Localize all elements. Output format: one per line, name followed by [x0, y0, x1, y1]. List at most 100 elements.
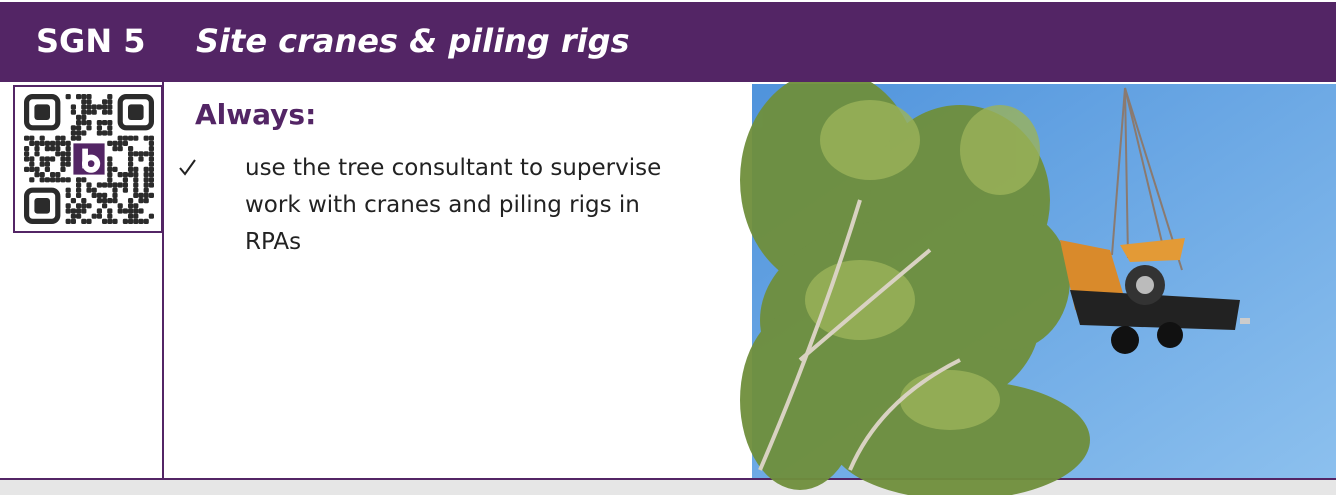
- qr-code: [24, 93, 154, 224]
- qr-module: [65, 187, 71, 193]
- photo: [740, 70, 1336, 495]
- qr-module: [133, 177, 139, 183]
- qr-module: [60, 166, 66, 172]
- qr-module: [148, 166, 154, 172]
- qr-module: [107, 161, 113, 167]
- qr-module: [24, 151, 30, 157]
- qr-module: [86, 120, 92, 126]
- qr-module: [29, 161, 35, 167]
- qr-module: [55, 140, 61, 146]
- qr-module: [70, 109, 76, 115]
- qr-module: [86, 94, 92, 100]
- qr-module: [112, 218, 118, 224]
- qr-module: [148, 192, 154, 198]
- qr-module: [50, 177, 56, 183]
- qr-module: [138, 192, 144, 198]
- qr-module: [60, 140, 66, 146]
- qr-module: [122, 187, 128, 193]
- qr-module: [128, 104, 144, 120]
- qr-module: [86, 187, 92, 193]
- qr-module: [133, 208, 139, 214]
- qr-module: [44, 177, 50, 183]
- qr-module: [24, 187, 61, 224]
- qr-module: [65, 156, 71, 162]
- qr-module: [34, 146, 40, 152]
- qr-module: [96, 182, 102, 188]
- qr-module: [107, 208, 113, 214]
- qr-module: [81, 130, 87, 136]
- qr-module: [107, 177, 113, 183]
- qr-module: [81, 109, 87, 115]
- qr-module: [65, 177, 71, 183]
- qr-module: [128, 218, 134, 224]
- qr-module: [107, 156, 113, 162]
- qr-module: [76, 182, 82, 188]
- qr-module: [91, 187, 97, 193]
- qr-module: [76, 135, 82, 141]
- qr-module: [39, 172, 45, 178]
- qr-module: [102, 198, 108, 204]
- qr-module: [81, 99, 87, 105]
- qr-module: [102, 109, 108, 115]
- qr-module: [24, 93, 61, 131]
- qr-module: [76, 130, 82, 136]
- qr-module: [143, 198, 149, 204]
- qr-module: [138, 218, 144, 224]
- qr-module: [86, 218, 92, 224]
- qr-module: [50, 156, 56, 162]
- qr-module: [91, 109, 97, 115]
- qr-module: [70, 135, 76, 141]
- qr-module: [81, 104, 87, 110]
- qr-module: [128, 166, 134, 172]
- qr-module: [148, 177, 154, 183]
- qr-module: [138, 198, 144, 204]
- qr-module: [76, 187, 82, 193]
- qr-module: [60, 135, 66, 141]
- qr-module: [96, 208, 102, 214]
- qr-module: [122, 208, 128, 214]
- qr-module: [133, 151, 139, 157]
- qr-module: [39, 177, 45, 183]
- qr-module: [143, 177, 149, 183]
- qr-module: [29, 166, 35, 172]
- qr-module: [60, 151, 66, 157]
- qr-module: [133, 172, 139, 178]
- qr-module: [29, 140, 35, 146]
- qr-module: [86, 104, 92, 110]
- qr-module: [86, 99, 92, 105]
- qr-module: [91, 213, 97, 219]
- qr-module: [148, 161, 154, 167]
- qr-module: [102, 182, 108, 188]
- qr-module: [96, 192, 102, 198]
- header-bar: SGN 5 Site cranes & piling rigs: [0, 2, 1336, 82]
- qr-module: [76, 208, 82, 214]
- qr-module: [34, 172, 40, 178]
- qr-module: [112, 187, 118, 193]
- qr-module: [76, 177, 82, 183]
- qr-module: [86, 203, 92, 209]
- qr-module: [143, 135, 149, 141]
- qr-module: [96, 198, 102, 204]
- qr-module: [55, 172, 61, 178]
- qr-module: [55, 151, 61, 157]
- qr-module: [29, 177, 35, 183]
- qr-module: [76, 213, 82, 219]
- qr-module: [81, 177, 87, 183]
- qr-module: [107, 109, 113, 115]
- qr-module: [81, 218, 87, 224]
- qr-module: [107, 125, 113, 131]
- qr-module: [65, 203, 71, 209]
- qr-module: [148, 156, 154, 162]
- qr-module: [39, 140, 45, 146]
- qr-module: [148, 146, 154, 152]
- qr-module: [107, 218, 113, 224]
- qr-module: [138, 151, 144, 157]
- qr-module: [133, 182, 139, 188]
- qr-module: [112, 182, 118, 188]
- qr-module: [117, 203, 123, 209]
- qr-module: [122, 140, 128, 146]
- qr-module: [102, 130, 108, 136]
- qr-module: [65, 140, 71, 146]
